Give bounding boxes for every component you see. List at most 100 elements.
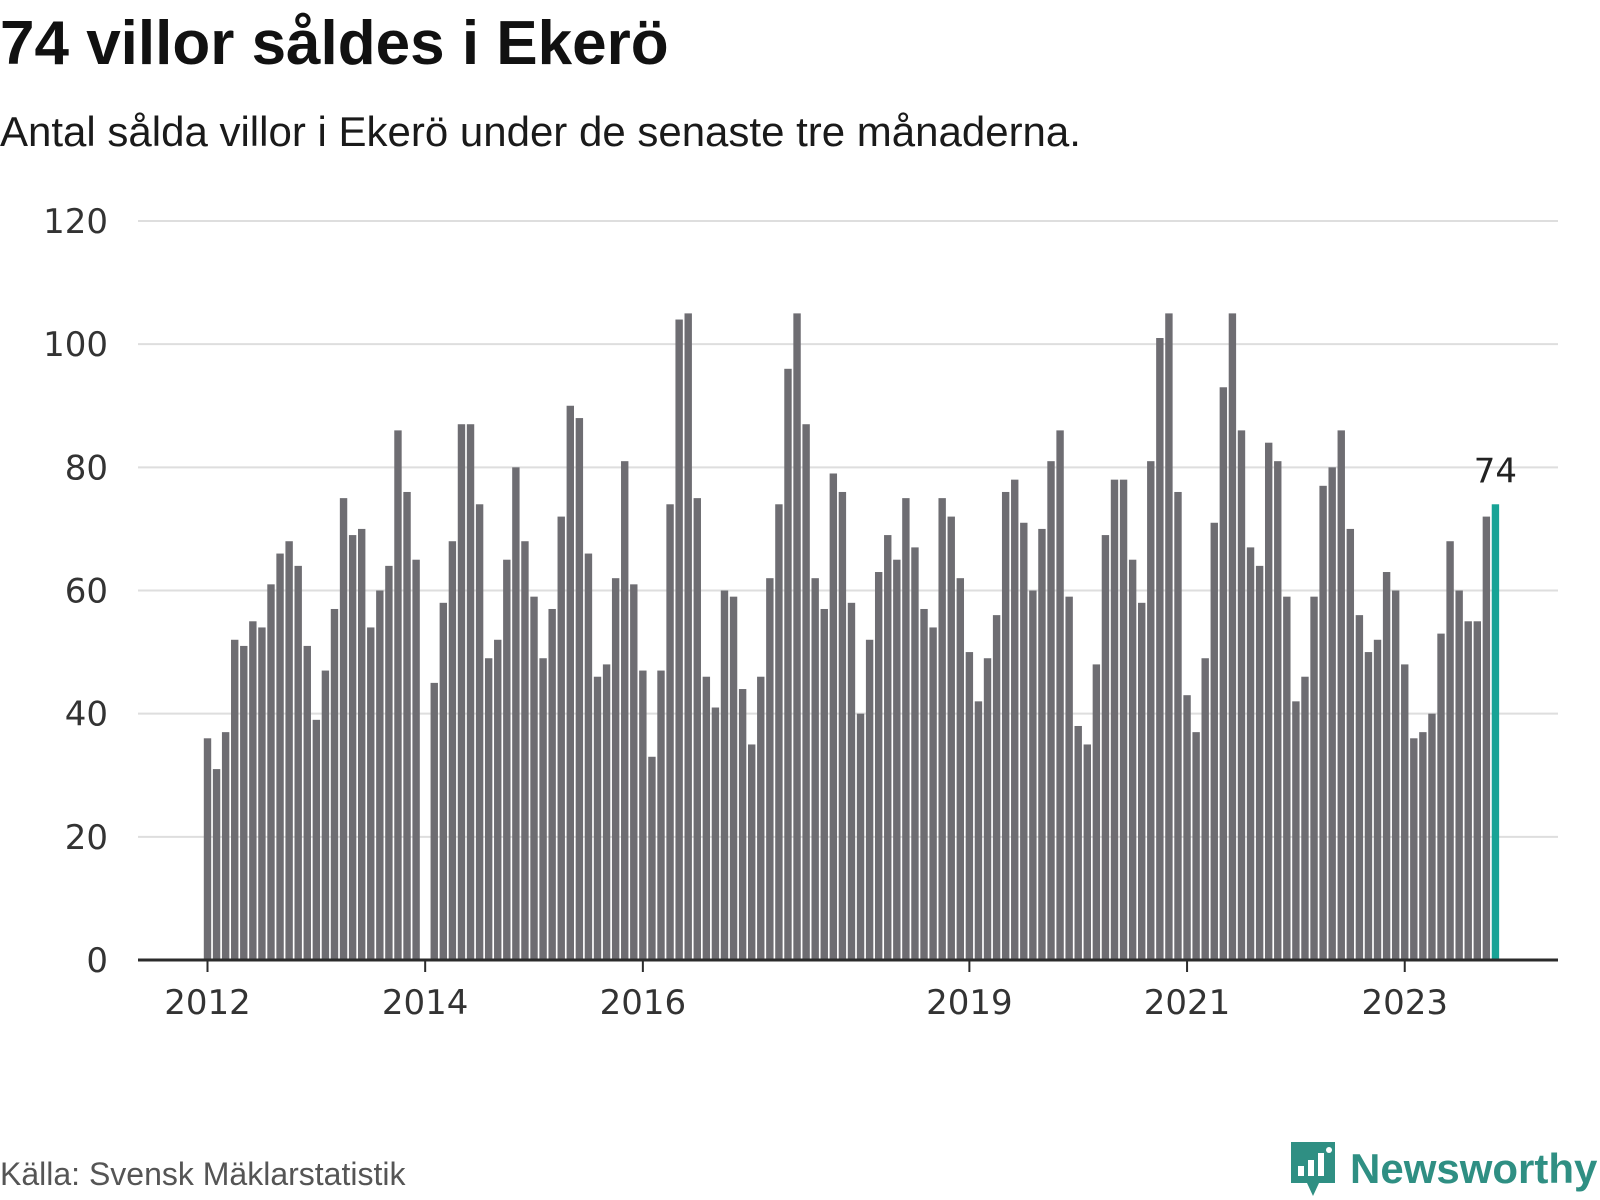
brand-name: Newsworthy bbox=[1350, 1145, 1598, 1192]
newsworthy-logo-icon bbox=[1291, 1142, 1335, 1196]
bar bbox=[693, 498, 701, 961]
bar bbox=[711, 707, 720, 960]
source-note: Källa: Svensk Mäklarstatistik bbox=[0, 1156, 406, 1192]
bar bbox=[1020, 522, 1028, 960]
bar bbox=[548, 608, 556, 960]
bar bbox=[1283, 596, 1291, 960]
bar bbox=[1437, 633, 1445, 960]
bar bbox=[258, 627, 266, 960]
bar bbox=[884, 535, 892, 960]
bar bbox=[648, 756, 656, 960]
bar bbox=[1074, 725, 1082, 960]
bar bbox=[611, 578, 620, 960]
bar bbox=[911, 547, 919, 960]
bar bbox=[1119, 479, 1128, 960]
bar bbox=[367, 627, 375, 960]
bar bbox=[339, 498, 348, 961]
x-tick-label-2021: 2021 bbox=[1144, 983, 1231, 1023]
bar bbox=[748, 744, 756, 960]
bar bbox=[1346, 528, 1355, 960]
bar bbox=[394, 430, 402, 960]
bar bbox=[1092, 664, 1101, 960]
bar bbox=[294, 565, 302, 960]
bar bbox=[1292, 701, 1300, 960]
bar bbox=[1201, 658, 1209, 960]
bar bbox=[1210, 522, 1218, 960]
bar bbox=[376, 590, 384, 960]
x-tick-label-2019: 2019 bbox=[926, 983, 1013, 1023]
bar bbox=[1391, 590, 1400, 960]
bar bbox=[802, 424, 810, 961]
chart-title: 74 villor såldes i Ekerö bbox=[0, 9, 669, 78]
y-tick-label-20: 20 bbox=[65, 818, 108, 858]
bar bbox=[1237, 430, 1246, 960]
bar bbox=[1319, 485, 1327, 960]
bar bbox=[530, 596, 538, 960]
bar bbox=[466, 424, 475, 961]
bar bbox=[811, 578, 819, 960]
bar bbox=[1328, 467, 1336, 960]
bar bbox=[1455, 590, 1463, 960]
bar bbox=[1065, 596, 1073, 960]
x-tick-label-2023: 2023 bbox=[1361, 983, 1448, 1023]
bar bbox=[267, 584, 275, 960]
bar bbox=[330, 608, 339, 960]
bar bbox=[757, 676, 765, 960]
bar bbox=[1382, 572, 1391, 960]
bar bbox=[1482, 516, 1491, 960]
bar bbox=[348, 535, 357, 960]
bar bbox=[1001, 491, 1010, 960]
bar bbox=[893, 559, 901, 960]
bar bbox=[956, 578, 965, 960]
bar bbox=[1337, 430, 1345, 960]
y-tick-label-100: 100 bbox=[43, 325, 108, 365]
bar bbox=[1174, 491, 1182, 960]
bar bbox=[666, 504, 674, 960]
bar bbox=[593, 676, 602, 960]
bar bbox=[983, 658, 992, 960]
bar bbox=[630, 584, 638, 960]
bar bbox=[929, 627, 937, 960]
bar bbox=[1310, 596, 1318, 960]
bar bbox=[1419, 732, 1427, 960]
bar bbox=[1038, 528, 1046, 960]
bar bbox=[457, 424, 466, 961]
chart-subtitle: Antal sålda villor i Ekerö under de sena… bbox=[0, 108, 1081, 155]
bar bbox=[1410, 738, 1418, 960]
bar bbox=[1165, 313, 1173, 961]
bar bbox=[231, 639, 239, 960]
y-tick-label-120: 120 bbox=[43, 202, 108, 242]
bar bbox=[240, 645, 248, 960]
bar bbox=[974, 701, 983, 960]
bar bbox=[965, 652, 974, 960]
bar bbox=[1364, 652, 1373, 960]
bar bbox=[775, 504, 783, 960]
bar bbox=[439, 602, 448, 960]
bar bbox=[203, 738, 212, 960]
bar bbox=[1047, 461, 1055, 960]
y-tick-label-60: 60 bbox=[65, 572, 108, 612]
x-tick-label-2012: 2012 bbox=[164, 983, 251, 1023]
bar bbox=[829, 473, 838, 960]
bar bbox=[1156, 338, 1164, 960]
bar bbox=[992, 615, 1001, 960]
bar bbox=[212, 769, 221, 960]
bar bbox=[539, 658, 547, 960]
bar bbox=[766, 578, 774, 960]
bar bbox=[702, 676, 711, 960]
bar bbox=[503, 559, 511, 960]
bar bbox=[430, 682, 438, 961]
bar bbox=[484, 658, 493, 960]
y-tick-label-40: 40 bbox=[65, 695, 108, 735]
bar bbox=[566, 405, 574, 960]
bar bbox=[1446, 541, 1454, 960]
bar bbox=[938, 498, 946, 961]
bar bbox=[1083, 744, 1091, 960]
brand-logo: Newsworthy bbox=[1288, 1138, 1597, 1200]
x-tick-label-2014: 2014 bbox=[382, 983, 469, 1023]
bar bbox=[403, 491, 411, 960]
bar bbox=[675, 319, 683, 960]
bar bbox=[1147, 461, 1155, 960]
bar bbox=[1464, 621, 1472, 960]
bar-chart: 0 20 40 60 80 100 120 2012 2014 2016 2019 2021 2023 7… bbox=[43, 202, 1558, 1023]
